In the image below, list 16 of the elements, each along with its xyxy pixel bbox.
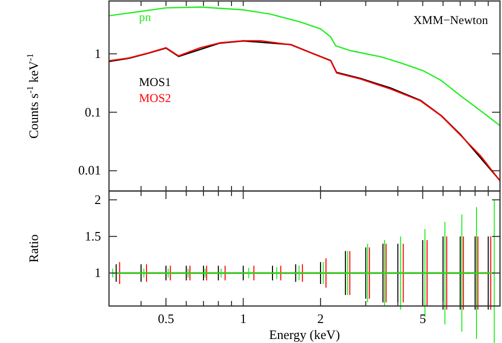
x-tick-label: 2 <box>317 311 324 326</box>
y-tick-label: 0.01 <box>78 162 101 178</box>
y-tick-label: 1 <box>94 46 101 61</box>
series-label: pn <box>139 10 151 24</box>
y-tick-label: 0.1 <box>84 104 101 120</box>
annotation: XMM−Newton <box>413 13 488 27</box>
text: MOS2 <box>139 91 172 105</box>
series-label: MOS1 <box>139 75 172 89</box>
y-tick-label: 2 <box>94 192 101 207</box>
y-axis-title: Ratio <box>26 234 41 263</box>
x-tick-label: 1 <box>240 311 246 326</box>
x-tick-label: 0.5 <box>158 311 174 326</box>
y-tick-label: 1 <box>94 265 101 280</box>
y-tick-label: 1.5 <box>84 228 101 244</box>
x-axis-title: Energy (keV) <box>269 327 340 342</box>
x-tick-label: 5 <box>419 311 426 326</box>
